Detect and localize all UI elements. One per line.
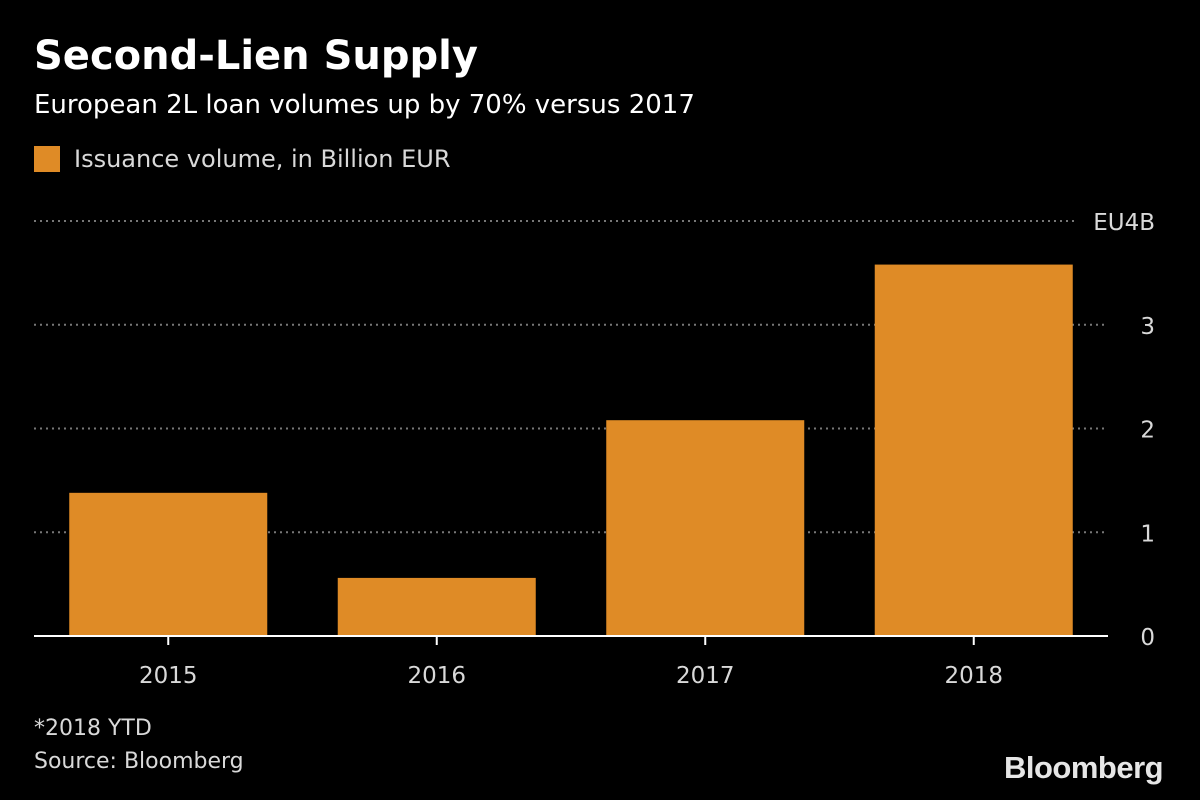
y-tick-label: 0 [1140, 625, 1155, 651]
y-tick-label: 2 [1140, 418, 1155, 444]
bar [337, 577, 536, 636]
y-tick-label: EU4B [1093, 210, 1155, 236]
x-tick-label: 2016 [407, 663, 466, 689]
bar [606, 420, 805, 636]
bar [69, 492, 268, 636]
y-tick-label: 1 [1140, 521, 1155, 547]
chart-subtitle: European 2L loan volumes up by 70% versu… [34, 90, 695, 120]
x-tick-label: 2017 [676, 663, 735, 689]
x-tick-label: 2015 [139, 663, 198, 689]
legend-label: Issuance volume, in Billion EUR [74, 145, 451, 173]
footnote: *2018 YTD [34, 716, 152, 741]
y-tick-label: 3 [1140, 314, 1155, 340]
bloomberg-logo: Bloomberg [1004, 750, 1164, 785]
bar [874, 264, 1073, 636]
legend-swatch [34, 146, 60, 172]
chart-title: Second-Lien Supply [34, 33, 478, 79]
source-note: Source: Bloomberg [34, 749, 244, 774]
x-tick-label: 2018 [944, 663, 1003, 689]
legend: Issuance volume, in Billion EUR [34, 145, 451, 173]
